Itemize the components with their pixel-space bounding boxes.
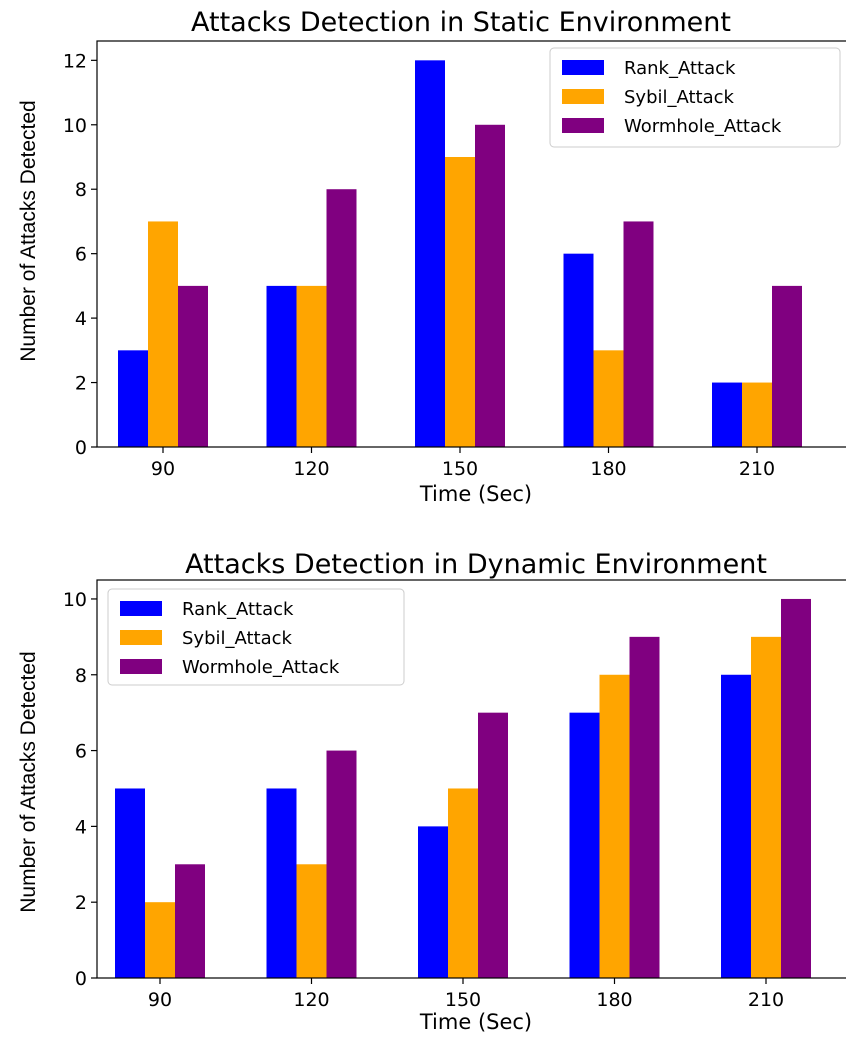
legend-swatch — [120, 601, 162, 616]
bar-wormhole-attack-180 — [623, 221, 654, 447]
bar-wormhole-attack-210 — [781, 598, 811, 978]
bar-wormhole-attack-120 — [326, 750, 357, 978]
bar-rank-attack-90 — [115, 788, 145, 978]
x-tick-label: 180 — [596, 989, 632, 1011]
x-tick-label: 210 — [739, 458, 775, 480]
bar-sybil-attack-180 — [599, 674, 630, 978]
bar-sybil-attack-120 — [296, 864, 327, 978]
bars — [115, 598, 811, 978]
bar-wormhole-attack-90 — [178, 285, 208, 447]
bar-wormhole-attack-150 — [475, 124, 505, 448]
bar-wormhole-attack-120 — [326, 189, 357, 447]
bar-wormhole-attack-150 — [478, 712, 508, 978]
x-axis-label: Time (Sec) — [419, 482, 532, 506]
bar-wormhole-attack-210 — [772, 285, 802, 447]
legend: Rank_Attack Sybil_Attack Wormhole_Attack — [549, 47, 841, 148]
x-tick-label: 90 — [151, 458, 175, 480]
bar-rank-attack-150 — [418, 826, 448, 978]
y-tick-label: 2 — [75, 892, 87, 914]
bar-sybil-attack-90 — [148, 221, 178, 447]
x-tick-label: 150 — [445, 989, 481, 1011]
bar-sybil-attack-90 — [145, 902, 175, 978]
bar-rank-attack-150 — [415, 60, 445, 447]
bar-sybil-attack-150 — [445, 157, 475, 447]
legend-swatch — [120, 630, 162, 645]
bar-sybil-attack-180 — [593, 350, 624, 447]
y-ticks: 0 2 4 6 8 10 — [63, 589, 97, 990]
x-tick-label: 180 — [590, 458, 626, 480]
y-tick-label: 4 — [75, 308, 87, 330]
legend-label: Rank_Attack — [624, 58, 736, 79]
y-tick-label: 6 — [75, 244, 87, 266]
bar-rank-attack-180 — [563, 253, 594, 447]
legend-label: Rank_Attack — [182, 599, 294, 620]
y-tick-label: 12 — [63, 50, 87, 72]
chart-static: Attacks Detection in Static Environment … — [17, 7, 846, 506]
y-tick-label: 8 — [75, 665, 87, 687]
x-tick-label: 210 — [748, 989, 784, 1011]
legend-swatch — [562, 60, 604, 75]
y-tick-label: 0 — [75, 437, 87, 459]
x-tick-label: 120 — [293, 989, 329, 1011]
y-tick-label: 10 — [63, 589, 87, 611]
y-tick-label: 4 — [75, 816, 87, 838]
bar-rank-attack-210 — [712, 382, 742, 447]
legend-label: Sybil_Attack — [624, 87, 735, 108]
chart-title: Attacks Detection in Static Environment — [191, 7, 731, 38]
legend: Rank_Attack Sybil_Attack Wormhole_Attack — [107, 588, 405, 686]
bar-sybil-attack-150 — [448, 788, 478, 978]
bar-rank-attack-90 — [118, 350, 148, 447]
y-tick-label: 2 — [75, 373, 87, 395]
bar-sybil-attack-210 — [742, 382, 772, 447]
bar-rank-attack-180 — [569, 712, 600, 978]
legend-box — [107, 588, 405, 686]
bar-sybil-attack-210 — [751, 636, 781, 978]
x-tick-label: 150 — [442, 458, 478, 480]
chart-dynamic: Attacks Detection in Dynamic Environment… — [17, 549, 846, 1034]
bar-wormhole-attack-90 — [175, 864, 205, 978]
bar-sybil-attack-120 — [296, 285, 327, 447]
legend-label: Sybil_Attack — [182, 628, 293, 649]
y-tick-label: 0 — [75, 968, 87, 990]
plot-frame — [96, 40, 846, 448]
legend-swatch — [562, 89, 604, 104]
y-tick-label: 10 — [63, 115, 87, 137]
y-tick-label: 8 — [75, 179, 87, 201]
x-tick-label: 90 — [148, 989, 172, 1011]
bar-rank-attack-120 — [266, 788, 297, 978]
y-axis-label: Number of Attacks Detected — [17, 651, 40, 912]
legend-box — [549, 47, 841, 148]
bar-rank-attack-120 — [266, 285, 297, 447]
bars — [118, 60, 802, 448]
x-ticks: 90 120 150 180 210 — [148, 978, 784, 1011]
bar-wormhole-attack-180 — [629, 636, 660, 978]
plot-frame — [96, 579, 846, 979]
legend-swatch — [120, 659, 162, 674]
y-ticks: 0 2 4 6 8 10 12 — [63, 50, 97, 459]
y-axis-label: Number of Attacks Detected — [17, 100, 40, 361]
x-ticks: 90 120 150 180 210 — [151, 447, 775, 480]
y-tick-label: 6 — [75, 741, 87, 763]
legend-swatch — [562, 118, 604, 133]
legend-label: Wormhole_Attack — [182, 657, 340, 678]
chart-title: Attacks Detection in Dynamic Environment — [185, 549, 767, 580]
bar-rank-attack-210 — [721, 674, 751, 978]
x-axis-label: Time (Sec) — [419, 1010, 532, 1034]
x-tick-label: 120 — [293, 458, 329, 480]
legend-label: Wormhole_Attack — [624, 116, 782, 137]
